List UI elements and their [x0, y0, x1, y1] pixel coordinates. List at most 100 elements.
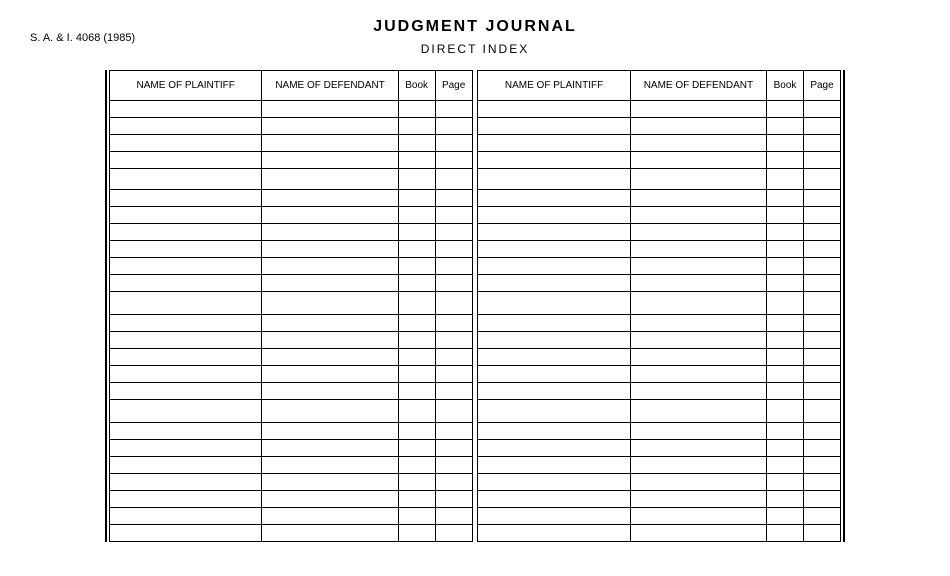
col-header-page-left: Page — [435, 71, 472, 101]
table-cell — [398, 101, 435, 118]
table-cell — [478, 241, 630, 258]
title-block: JUDGMENT JOURNAL DIRECT INDEX — [0, 0, 950, 56]
col-header-page-right: Page — [804, 71, 841, 101]
table-cell — [630, 400, 766, 423]
table-cell — [630, 292, 766, 315]
table-cell — [630, 440, 766, 457]
table-cell — [435, 292, 472, 315]
table-cell — [398, 135, 435, 152]
table-cell — [262, 525, 398, 542]
table-cell — [478, 525, 630, 542]
table-cell — [262, 474, 398, 491]
table-cell — [804, 169, 841, 190]
table-cell — [767, 275, 804, 292]
table-cell — [435, 332, 472, 349]
table-cell — [398, 207, 435, 224]
table-cell — [398, 258, 435, 275]
table-cell — [110, 383, 262, 400]
table-cell — [478, 315, 630, 332]
table-cell — [478, 383, 630, 400]
table-cell — [478, 292, 630, 315]
table-cell — [398, 275, 435, 292]
table-cell — [262, 224, 398, 241]
table-cell — [110, 258, 262, 275]
table-cell — [478, 349, 630, 366]
table-cell — [110, 400, 262, 423]
table-row — [110, 383, 841, 400]
table-cell — [435, 400, 472, 423]
table-cell — [262, 169, 398, 190]
table-cell — [478, 118, 630, 135]
table-cell — [110, 190, 262, 207]
page-subtitle: DIRECT INDEX — [0, 42, 950, 56]
table-cell — [804, 423, 841, 440]
table-cell — [804, 457, 841, 474]
table-cell — [398, 315, 435, 332]
table-cell — [262, 190, 398, 207]
table-cell — [478, 135, 630, 152]
table-row — [110, 457, 841, 474]
table-cell — [630, 224, 766, 241]
table-row — [110, 135, 841, 152]
table-cell — [478, 332, 630, 349]
table-cell — [478, 101, 630, 118]
table-cell — [398, 474, 435, 491]
table-cell — [767, 440, 804, 457]
table-cell — [630, 152, 766, 169]
table-cell — [804, 152, 841, 169]
table-cell — [478, 400, 630, 423]
table-row — [110, 101, 841, 118]
journal-table: NAME OF PLAINTIFF NAME OF DEFENDANT Book… — [109, 70, 841, 542]
table-row — [110, 315, 841, 332]
table-cell — [767, 400, 804, 423]
table-cell — [435, 275, 472, 292]
table-cell — [767, 383, 804, 400]
table-cell — [110, 491, 262, 508]
table-cell — [398, 525, 435, 542]
table-cell — [630, 118, 766, 135]
table-cell — [110, 135, 262, 152]
table-cell — [262, 315, 398, 332]
table-cell — [435, 457, 472, 474]
table-cell — [804, 207, 841, 224]
table-cell — [767, 491, 804, 508]
table-cell — [804, 292, 841, 315]
table-row — [110, 366, 841, 383]
table-cell — [262, 152, 398, 169]
table-row — [110, 332, 841, 349]
col-header-book-right: Book — [767, 71, 804, 101]
table-cell — [630, 207, 766, 224]
table-cell — [804, 135, 841, 152]
table-cell — [630, 190, 766, 207]
table-cell — [767, 366, 804, 383]
table-cell — [478, 508, 630, 525]
table-cell — [630, 474, 766, 491]
table-cell — [435, 423, 472, 440]
table-cell — [110, 315, 262, 332]
table-row — [110, 258, 841, 275]
table-cell — [478, 224, 630, 241]
table-cell — [478, 190, 630, 207]
table-cell — [110, 474, 262, 491]
table-cell — [767, 423, 804, 440]
table-cell — [630, 457, 766, 474]
table-cell — [398, 224, 435, 241]
table-cell — [110, 224, 262, 241]
table-cell — [262, 101, 398, 118]
table-cell — [767, 292, 804, 315]
table-cell — [435, 315, 472, 332]
table-cell — [262, 241, 398, 258]
table-cell — [804, 400, 841, 423]
table-cell — [435, 101, 472, 118]
table-cell — [262, 332, 398, 349]
table-cell — [262, 366, 398, 383]
table-cell — [804, 491, 841, 508]
table-cell — [435, 491, 472, 508]
table-cell — [804, 118, 841, 135]
table-cell — [478, 275, 630, 292]
table-cell — [804, 383, 841, 400]
table-cell — [110, 275, 262, 292]
table-row — [110, 118, 841, 135]
table-cell — [478, 207, 630, 224]
table-cell — [767, 152, 804, 169]
